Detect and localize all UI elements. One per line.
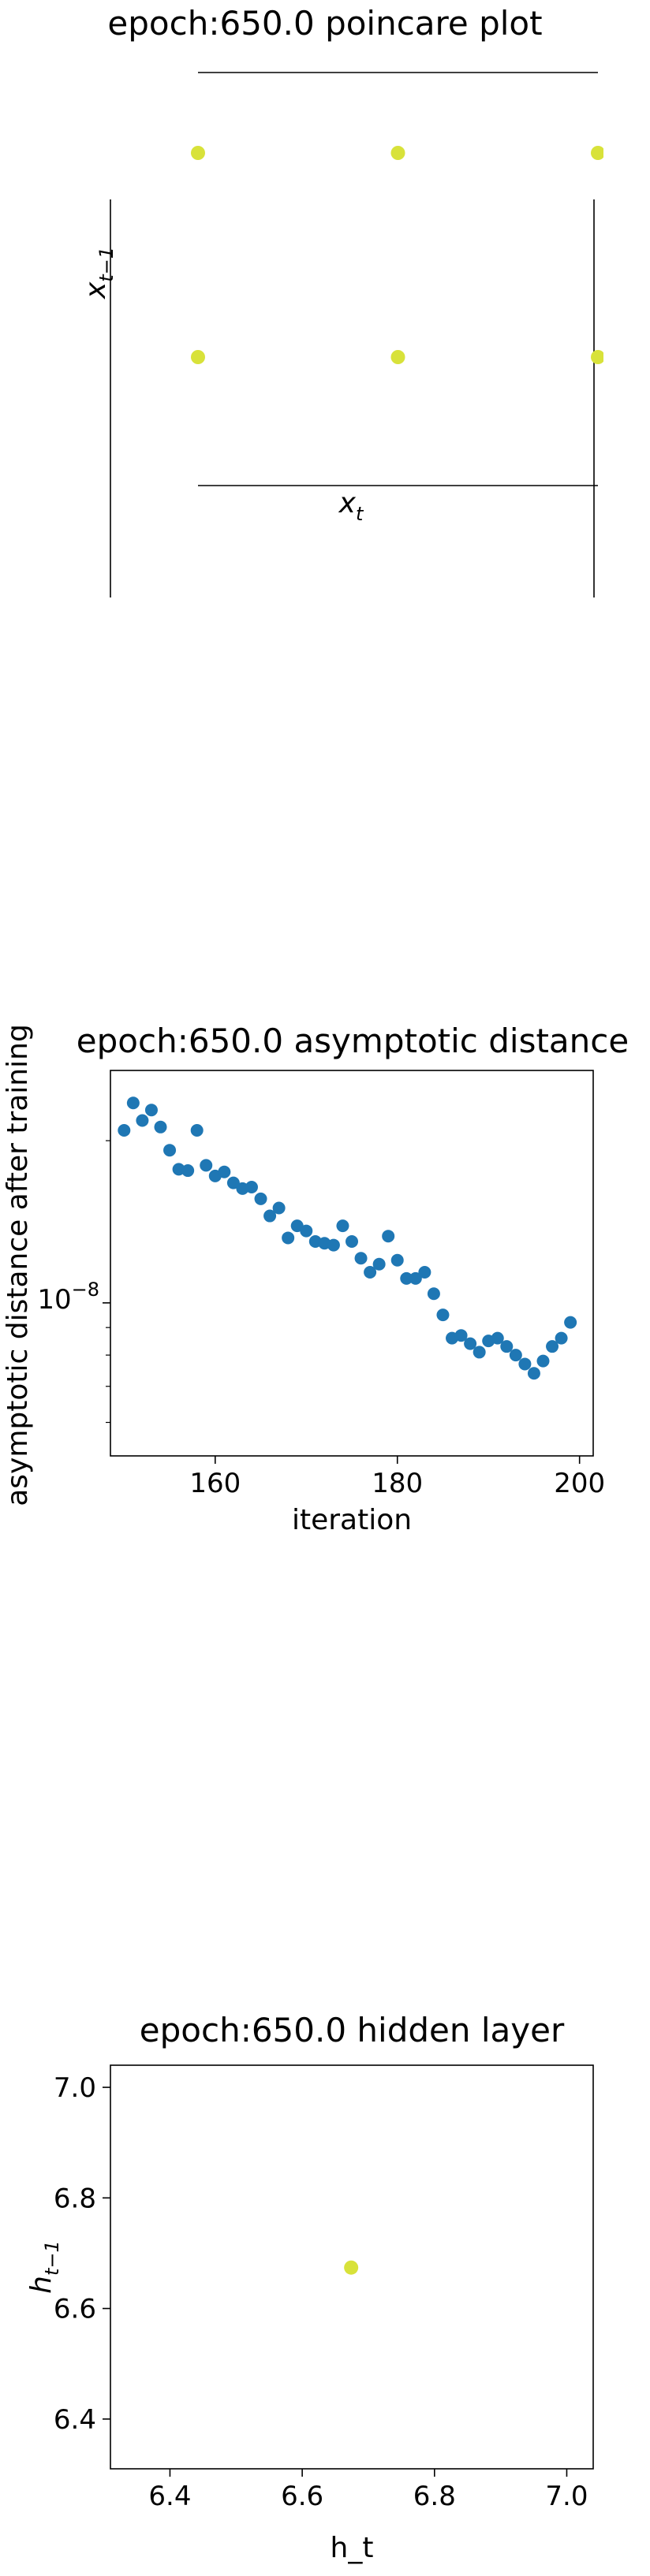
asymptotic-point (518, 1357, 532, 1371)
asymptotic-points (118, 1096, 577, 1380)
hidden-ytick-label: 6.8 (54, 2183, 96, 2214)
asymptotic-point (418, 1265, 431, 1279)
asymptotic-point (263, 1209, 277, 1223)
asymptotic-point (218, 1165, 231, 1178)
asymptotic-point (372, 1257, 386, 1271)
asymptotic-point (126, 1096, 140, 1110)
hidden-layer-point (344, 2260, 359, 2275)
hidden-ytick-label: 7.0 (54, 2072, 96, 2104)
hidden-layer-points (344, 2260, 359, 2275)
asymptotic-xtick-label: 160 (189, 1468, 241, 1499)
asymptotic-ylabel: asymptotic distance after training (2, 1024, 34, 1506)
asymptotic-point (226, 1176, 240, 1189)
poincare-point-5 (591, 350, 603, 364)
asymptotic-point (536, 1354, 550, 1368)
hidden-ytick-label: 6.6 (54, 2294, 96, 2325)
poincare-points (191, 146, 603, 364)
hidden-xtick-label: 6.6 (281, 2481, 323, 2512)
asymptotic-point (154, 1120, 167, 1134)
asymptotic-point (245, 1181, 258, 1194)
poincare-xlabel: xt (338, 487, 364, 525)
asymptotic-point (272, 1201, 286, 1215)
asymptotic-ticks: 160 180 200 (103, 1140, 605, 1499)
asymptotic-point (346, 1234, 358, 1248)
hidden-layer-title: epoch:650.0 hidden layer (140, 2011, 565, 2049)
asymptotic-point (190, 1124, 204, 1137)
asymptotic-point (509, 1349, 522, 1362)
hidden-xtick-label: 7.0 (545, 2481, 588, 2512)
poincare-plot-title: epoch:650.0 poincare plot (107, 4, 542, 43)
asymptotic-point (364, 1265, 377, 1279)
poincare-plot-panel: epoch:650.0 poincare plot xt xt−1 (80, 4, 603, 597)
asymptotic-point (473, 1346, 486, 1359)
asymptotic-point (118, 1124, 131, 1137)
asymptotic-point (500, 1340, 514, 1353)
asymptotic-point (382, 1230, 395, 1243)
asymptotic-point (327, 1238, 340, 1252)
asymptotic-point (336, 1219, 349, 1233)
poincare-point-4 (390, 350, 405, 364)
asymptotic-point (454, 1329, 468, 1342)
asymptotic-point (491, 1331, 504, 1345)
poincare-point-3 (191, 350, 205, 364)
asymptotic-distance-panel: epoch:650.0 asymptotic distance 160 180 20… (2, 1022, 629, 1536)
asymptotic-point (282, 1231, 295, 1245)
asymptotic-point (200, 1159, 213, 1172)
asymptotic-point (181, 1164, 195, 1178)
asymptotic-distance-title: epoch:650.0 asymptotic distance (77, 1022, 629, 1060)
asymptotic-xtick-label: 180 (372, 1468, 423, 1499)
asymptotic-point (400, 1271, 413, 1285)
asymptotic-point (555, 1331, 568, 1345)
asymptotic-point (254, 1192, 267, 1205)
asymptotic-ytick-label: 10−8 (37, 1279, 99, 1316)
asymptotic-point (354, 1252, 368, 1265)
asymptotic-point (136, 1114, 149, 1127)
asymptotic-point (436, 1308, 450, 1322)
hidden-ytick-label: 6.4 (54, 2404, 96, 2436)
hidden-layer-plot-frame (110, 2064, 594, 2470)
poincare-point-2 (591, 146, 603, 160)
hidden-layer-ticks: 6.4 6.6 6.8 7.0 6.4 6.6 6.8 7.0 (54, 2072, 588, 2512)
asymptotic-xlabel: iteration (292, 1504, 412, 1536)
asymptotic-point (527, 1367, 540, 1380)
hidden-layer-ylabel: ht−1 (25, 2240, 63, 2294)
hidden-layer-panel: epoch:650.0 hidden layer 6.4 6.6 6.8 7.06.4… (25, 2011, 594, 2564)
asymptotic-point (546, 1340, 559, 1353)
asymptotic-point (427, 1287, 440, 1301)
hidden-xtick-label: 6.4 (148, 2481, 191, 2512)
asymptotic-point (390, 1253, 404, 1267)
hidden-xtick-label: 6.8 (413, 2481, 456, 2512)
poincare-ylabel: xt−1 (80, 247, 118, 300)
asymptotic-point (464, 1337, 477, 1350)
asymptotic-point (144, 1104, 158, 1117)
asymptotic-point (564, 1316, 577, 1329)
hidden-layer-xlabel: h_t (331, 2532, 374, 2564)
poincare-point-0 (191, 146, 205, 160)
asymptotic-point (163, 1144, 177, 1157)
asymptotic-xtick-label: 200 (554, 1468, 605, 1499)
asymptotic-point (300, 1224, 313, 1238)
asymptotic-plot-frame (110, 1070, 594, 1457)
asymptotic-point (409, 1271, 422, 1285)
poincare-point-1 (390, 146, 405, 160)
